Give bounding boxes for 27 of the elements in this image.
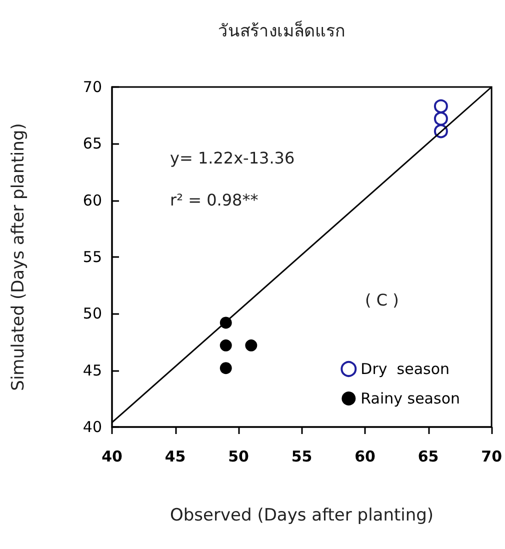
y-tick-label: 55 [82,248,102,266]
y-tick-label: 40 [82,418,102,436]
legend-label: Dry season [360,360,450,378]
chart-title: วันสร้างเมล็ดแรก [218,20,345,42]
y-tick-label: 60 [82,191,102,210]
annotation: r² = 0.98** [170,190,258,210]
point [434,99,448,114]
x-tick-label: 45 [164,448,186,466]
x-tick-label: 60 [354,448,376,466]
y-tick-label: 45 [82,361,102,380]
point [245,339,258,352]
x-tick-label: 55 [291,448,312,466]
point [220,362,232,374]
legend-label: Rainy season [360,390,460,408]
point [220,339,232,352]
x-tick-label: 65 [418,448,439,466]
annotation: y= 1.22x-13.36 [170,148,295,168]
point [434,112,448,126]
x-tick-label: 50 [228,448,249,466]
x-tick-label: 40 [102,448,122,466]
y-tick-label: 70 [82,78,102,96]
x-tick-label: 70 [481,448,502,466]
y-tick-label: 50 [82,304,102,323]
y-axis-title: Simulated (Days after planting) [8,123,28,391]
x-axis-title: Observed (Days after planting) [170,506,434,526]
y-tick-label: 65 [82,134,102,153]
annotation: ( C ) [365,290,399,310]
